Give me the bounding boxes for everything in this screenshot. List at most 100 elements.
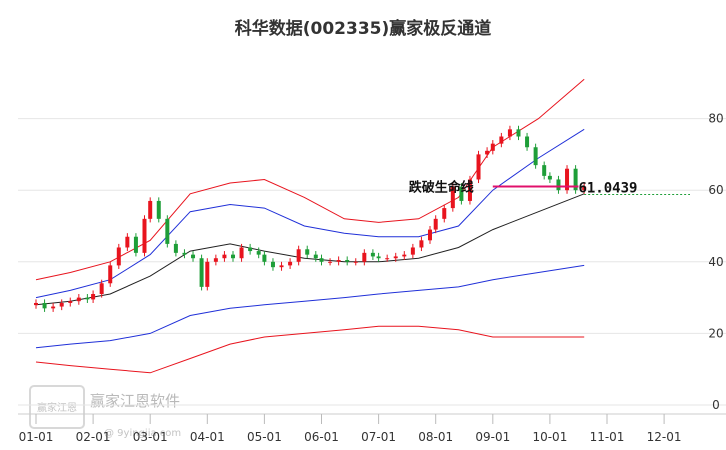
candle-up	[565, 168, 570, 191]
candle-up	[213, 258, 218, 262]
candle-up	[148, 200, 153, 219]
candle-up	[99, 283, 104, 295]
candle-down	[85, 297, 90, 300]
candle-up	[239, 247, 244, 259]
candle-up	[362, 252, 367, 262]
candle-down	[573, 168, 578, 191]
x-tick-label: 10-01	[532, 430, 567, 444]
lower-outer-band	[35, 325, 585, 374]
candle-up	[116, 247, 121, 266]
x-tick-label: 08-01	[418, 430, 453, 444]
candle-up	[433, 218, 438, 230]
watermark-logo-text: 赢家江恩	[37, 401, 77, 414]
candle-up	[507, 129, 512, 137]
lower-inner-band	[35, 264, 585, 349]
candle-up	[222, 254, 227, 259]
candle-up	[353, 261, 358, 263]
candle-up	[582, 186, 587, 191]
candle-up	[402, 254, 407, 257]
candle-up	[499, 136, 504, 144]
watermark-logo	[29, 385, 85, 429]
x-tick-label: 02-01	[76, 430, 111, 444]
candle-up	[108, 265, 113, 284]
candle-up	[442, 208, 447, 219]
candle-up	[59, 302, 64, 307]
candle-down	[376, 256, 381, 259]
candle-down	[173, 243, 178, 253]
candle-up	[450, 186, 455, 209]
candle-up	[68, 301, 73, 303]
candle-up	[490, 143, 495, 151]
x-tick-label: 09-01	[475, 430, 510, 444]
annotation-value: 61.0439	[578, 180, 637, 196]
candle-up	[419, 240, 424, 248]
candle-up	[76, 297, 81, 302]
x-tick-label: 06-01	[304, 430, 339, 444]
candle-up	[51, 306, 56, 309]
candle-down	[182, 252, 187, 255]
candle-down	[345, 260, 350, 262]
candle-up	[467, 179, 472, 201]
candle-down	[156, 200, 161, 219]
candle-up	[205, 261, 210, 287]
candle-up	[427, 229, 432, 241]
candle-up	[34, 302, 38, 306]
candle-down	[516, 129, 521, 137]
x-tick-label: 04-01	[190, 430, 225, 444]
candle-up	[336, 260, 341, 262]
candle-down	[230, 254, 235, 259]
candle-down	[547, 175, 552, 180]
candle-up	[91, 294, 96, 300]
y-tick-label: 20	[708, 326, 723, 340]
upper-outer-band	[35, 78, 585, 281]
candle-up	[296, 249, 301, 262]
candle-down	[305, 249, 310, 255]
candle-down	[199, 258, 204, 287]
x-tick-label: 12-01	[647, 430, 682, 444]
x-tick-label: 03-01	[133, 430, 168, 444]
chart-title: 科华数据(002335)赢家极反通道	[234, 19, 492, 39]
annotation: 跌破生命线 61.0439	[409, 179, 690, 196]
candle-up	[328, 261, 333, 263]
candle-up	[385, 258, 390, 260]
x-tick-label: 11-01	[590, 430, 625, 444]
y-axis-ticks: 0 20 40 60 80	[708, 112, 723, 412]
y-tick-label: 40	[708, 255, 723, 269]
candles	[34, 125, 587, 312]
candle-down	[248, 247, 253, 252]
candle-down	[533, 147, 538, 166]
candle-up	[410, 247, 415, 255]
candle-down	[556, 179, 561, 191]
candle-down	[319, 258, 324, 262]
y-tick-label: 80	[708, 112, 723, 126]
candle-down	[459, 186, 464, 201]
candle-down	[313, 254, 318, 259]
candle-down	[42, 302, 47, 309]
x-tick-label: 05-01	[247, 430, 282, 444]
candle-up	[476, 154, 481, 180]
y-tick-label: 0	[712, 398, 720, 412]
x-tick-label: 07-01	[361, 430, 396, 444]
life-line	[35, 193, 585, 306]
x-tick-label: 01-01	[19, 430, 54, 444]
watermark-url: @ 9yingjia.com	[104, 428, 181, 439]
candle-up	[279, 265, 284, 268]
candle-down	[133, 236, 138, 253]
candle-up	[125, 236, 130, 248]
candle-down	[262, 254, 267, 262]
candle-down	[165, 218, 170, 244]
candle-down	[525, 136, 530, 148]
candle-down	[542, 165, 547, 176]
upper-inner-band	[35, 128, 585, 299]
candle-up	[288, 261, 293, 266]
y-tick-label: 60	[708, 183, 723, 197]
candle-down	[191, 254, 196, 259]
candle-up	[142, 218, 147, 253]
candle-down	[370, 252, 375, 257]
candle-up	[485, 150, 490, 155]
candle-down	[270, 261, 275, 268]
candle-down	[256, 251, 261, 255]
candle-up	[393, 256, 398, 259]
bands	[35, 78, 585, 374]
